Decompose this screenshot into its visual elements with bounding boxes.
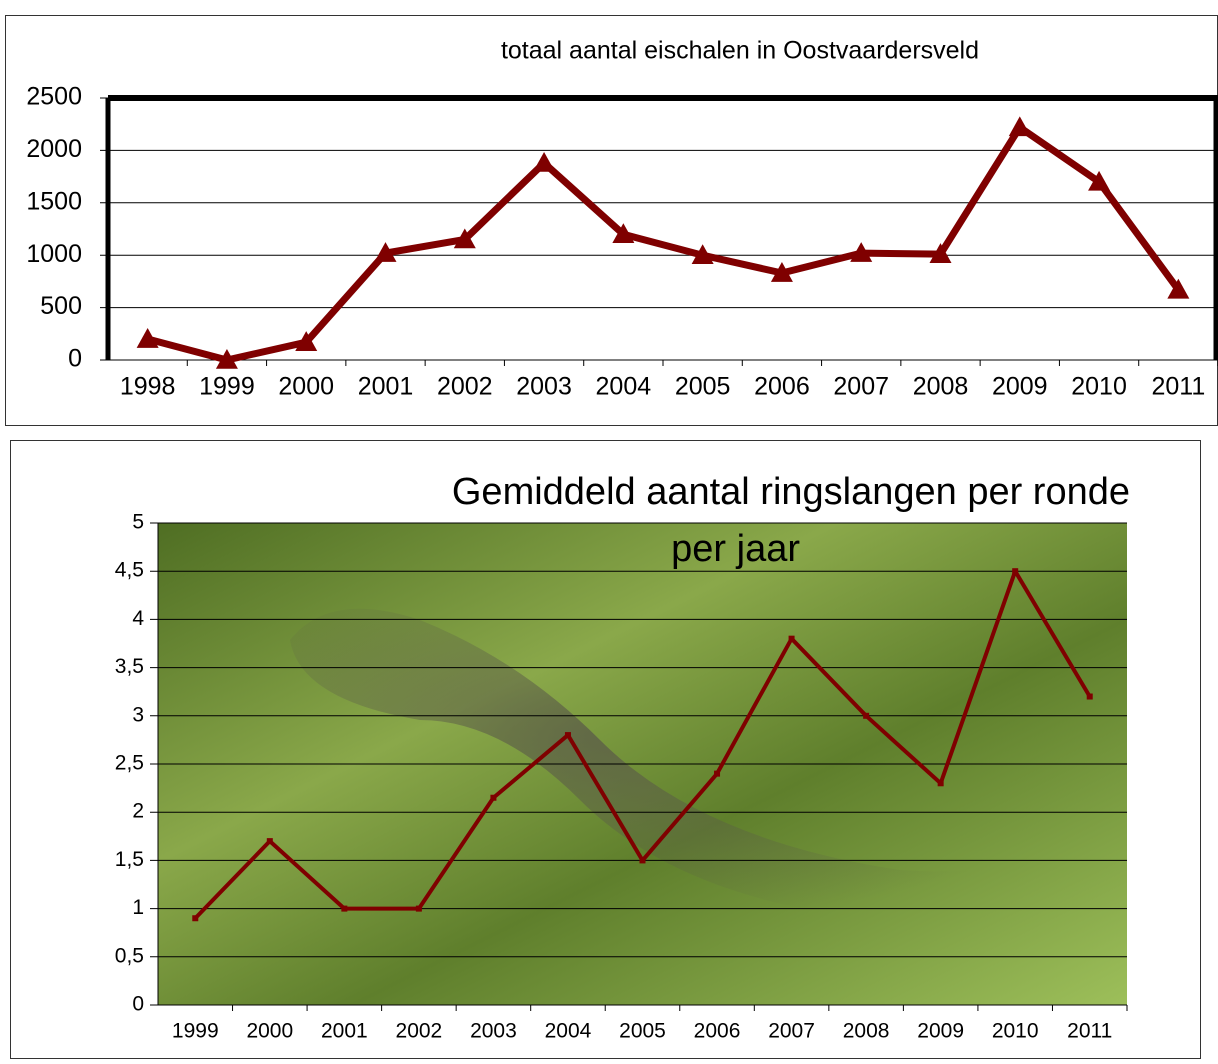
- x-tick-label: 2000: [246, 1020, 293, 1043]
- marker: [215, 349, 238, 369]
- chart-title: Gemiddeld aantal ringslangen per ronde: [452, 471, 1130, 513]
- marker: [453, 228, 476, 249]
- marker: [533, 151, 556, 172]
- x-tick-label: 2004: [545, 1020, 592, 1043]
- marker: [612, 223, 635, 244]
- y-tick-label: 1000: [26, 240, 82, 268]
- snake-shape: [290, 608, 1127, 923]
- y-tick-label: 2500: [26, 83, 82, 111]
- x-tick-label: 2011: [1067, 1020, 1112, 1043]
- y-tick-label: 2000: [26, 135, 82, 163]
- x-tick-label: 2001: [358, 373, 414, 401]
- y-tick-label: 3,5: [115, 655, 144, 678]
- x-tick-label: 2005: [619, 1020, 666, 1043]
- marker: [937, 780, 944, 787]
- x-tick-label: 2011: [1151, 373, 1205, 401]
- x-tick-label: 2000: [278, 373, 334, 401]
- marker: [341, 905, 348, 912]
- x-tick-label: 2002: [396, 1020, 443, 1043]
- marker: [1008, 116, 1031, 137]
- x-tick-label: 2009: [992, 373, 1048, 401]
- y-tick-label: 5: [132, 511, 144, 534]
- y-tick-label: 0: [68, 345, 82, 373]
- x-tick-label: 2007: [768, 1020, 815, 1043]
- marker: [714, 770, 721, 777]
- y-tick-label: 3: [132, 703, 144, 726]
- series-line: [146, 123, 1182, 364]
- x-tick-label: 2007: [833, 373, 889, 401]
- marker: [929, 243, 952, 263]
- y-tick-label: 4,5: [115, 559, 144, 582]
- marker: [415, 905, 422, 912]
- x-tick-label: 2010: [1071, 373, 1127, 401]
- x-tick-label: 1998: [120, 373, 176, 401]
- marker: [295, 331, 318, 351]
- x-tick-label: 2005: [675, 373, 731, 401]
- marker: [1167, 278, 1190, 299]
- marker: [1088, 170, 1111, 191]
- y-tick-label: 1,5: [115, 848, 144, 871]
- x-tick-label: 2001: [321, 1020, 368, 1043]
- x-tick-label: 2008: [843, 1020, 890, 1043]
- marker: [639, 857, 646, 864]
- marker: [1012, 568, 1019, 575]
- chart: Gemiddeld aantal ringslangen per ronde pe…: [115, 471, 1130, 1043]
- y-tick-label: 0: [132, 993, 144, 1016]
- x-tick-label: 2004: [596, 373, 652, 401]
- x-tick-label: 2008: [913, 373, 969, 401]
- marker: [770, 262, 793, 282]
- x-tick-label: 2002: [437, 373, 493, 401]
- chart-title: per jaar: [671, 528, 800, 570]
- y-tick-label: 2: [132, 800, 144, 823]
- marker: [691, 244, 714, 264]
- marker: [564, 732, 571, 739]
- y-tick-label: 1: [132, 896, 144, 919]
- y-tick-label: 500: [40, 292, 82, 320]
- x-tick-label: 1999: [199, 373, 255, 401]
- marker: [266, 838, 273, 845]
- marker: [1086, 693, 1093, 700]
- marker: [374, 242, 397, 262]
- x-tick-label: 2003: [516, 373, 572, 401]
- marker: [788, 635, 795, 642]
- y-tick-label: 0,5: [115, 944, 144, 967]
- marker: [490, 794, 497, 801]
- x-tick-label: 1999: [172, 1020, 219, 1043]
- marker: [850, 242, 873, 262]
- x-tick-label: 2009: [917, 1020, 964, 1043]
- chart: totaal aantal eischalen in Oostvaardersv…: [26, 37, 1218, 401]
- chart-title: totaal aantal eischalen in Oostvaardersv…: [501, 37, 979, 65]
- x-tick-label: 2006: [754, 373, 810, 401]
- y-tick-label: 4: [132, 607, 144, 630]
- marker: [192, 915, 199, 922]
- y-tick-label: 1500: [26, 187, 82, 215]
- x-tick-label: 2003: [470, 1020, 517, 1043]
- y-tick-label: 2,5: [115, 752, 144, 775]
- marker: [136, 328, 159, 348]
- x-tick-label: 2006: [694, 1020, 741, 1043]
- x-tick-label: 2010: [992, 1020, 1039, 1043]
- marker: [863, 712, 870, 719]
